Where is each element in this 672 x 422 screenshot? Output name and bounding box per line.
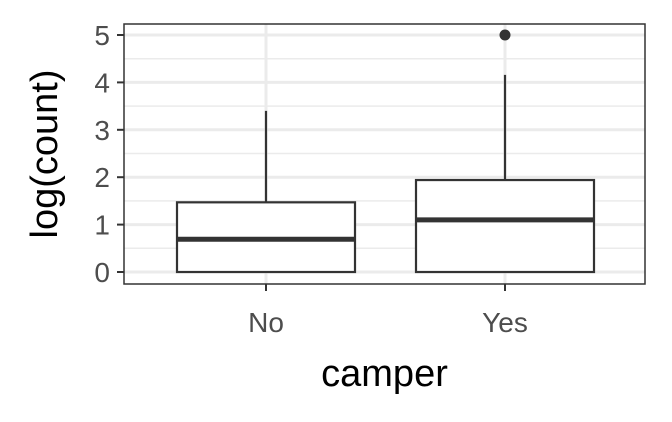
- box-group: [175, 29, 596, 274]
- x-tick-label: Yes: [482, 307, 528, 338]
- box-iqr: [414, 178, 596, 274]
- x-tick-label: No: [248, 307, 284, 338]
- x-axis: No Yes: [248, 284, 528, 338]
- panel-border: [123, 23, 646, 285]
- y-tick-label: 0: [94, 257, 110, 288]
- y-tick-label: 5: [94, 20, 110, 51]
- box-yes: [414, 29, 596, 274]
- y-tick-label: 1: [94, 210, 110, 241]
- y-tick-label: 3: [94, 115, 110, 146]
- y-tick-label: 4: [94, 67, 110, 98]
- y-tick-label: 2: [94, 162, 110, 193]
- y-axis: 0 1 2 3 4 5: [94, 20, 124, 288]
- box-no: [175, 110, 357, 274]
- outlier-point: [499, 29, 511, 41]
- x-axis-title: camper: [321, 353, 448, 395]
- y-axis-title: log(count): [24, 70, 66, 239]
